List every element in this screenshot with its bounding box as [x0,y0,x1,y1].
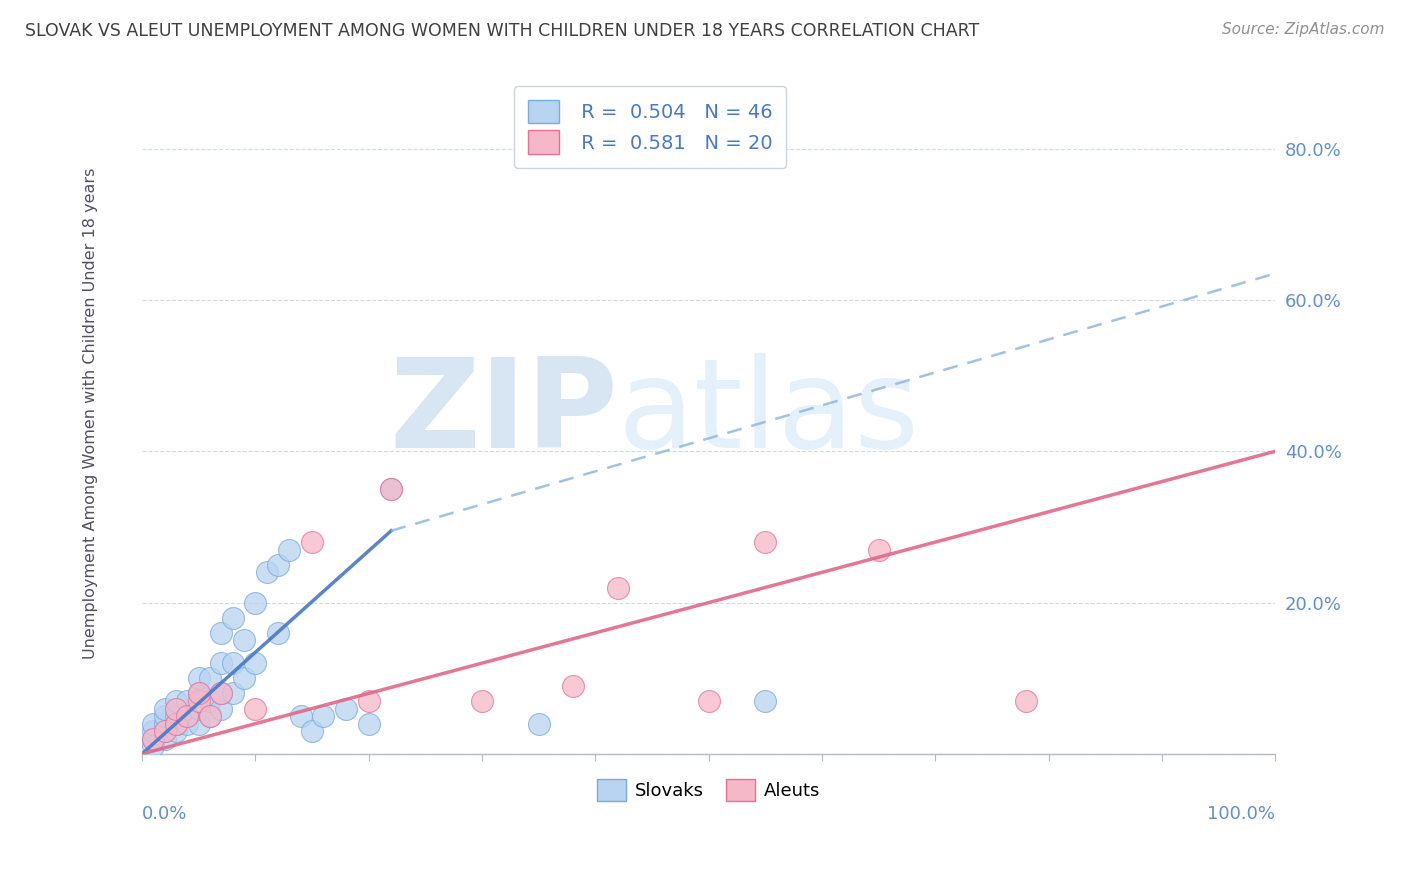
Point [243,596,266,610]
Point [209,686,232,700]
Point [697,694,720,708]
Point [176,709,198,723]
Point [142,731,165,746]
Point [243,656,266,670]
Point [561,679,583,693]
Text: Unemployment Among Women with Children Under 18 years: Unemployment Among Women with Children U… [83,168,98,659]
Point [290,709,312,723]
Point [165,716,187,731]
Point [209,701,232,715]
Point [153,731,176,746]
Point [471,694,494,708]
Point [312,709,335,723]
Point [357,716,380,731]
Point [187,694,209,708]
Point [187,716,209,731]
Point [527,716,550,731]
Point [142,731,165,746]
Point [209,656,232,670]
Point [187,671,209,685]
Point [267,626,290,640]
Point [606,581,628,595]
Point [198,694,221,708]
Point [1015,694,1038,708]
Point [165,716,187,731]
Text: 100.0%: 100.0% [1208,805,1275,823]
Text: SLOVAK VS ALEUT UNEMPLOYMENT AMONG WOMEN WITH CHILDREN UNDER 18 YEARS CORRELATIO: SLOVAK VS ALEUT UNEMPLOYMENT AMONG WOMEN… [25,22,980,40]
Text: ZIP: ZIP [389,353,617,474]
Point [754,535,776,549]
Point [209,686,232,700]
Point [198,709,221,723]
Point [267,558,290,572]
Point [187,686,209,700]
Point [176,709,198,723]
Point [153,709,176,723]
Point [357,694,380,708]
Text: atlas: atlas [617,353,920,474]
Legend: Slovaks, Aleuts: Slovaks, Aleuts [588,770,830,810]
Point [256,566,278,580]
Point [187,701,209,715]
Point [380,482,402,496]
Point [165,709,187,723]
Point [153,701,176,715]
Point [142,739,165,754]
Point [301,535,323,549]
Point [380,482,402,496]
Point [243,701,266,715]
Point [176,716,198,731]
Point [165,701,187,715]
Point [165,724,187,739]
Point [232,671,254,685]
Point [153,716,176,731]
Point [301,724,323,739]
Point [165,694,187,708]
Point [868,542,890,557]
Point [278,542,301,557]
Point [176,694,198,708]
Point [198,671,221,685]
Point [153,724,176,739]
Point [221,656,243,670]
Point [754,694,776,708]
Point [221,611,243,625]
Point [335,701,357,715]
Point [232,633,254,648]
Text: Source: ZipAtlas.com: Source: ZipAtlas.com [1222,22,1385,37]
Text: 0.0%: 0.0% [142,805,187,823]
Point [142,716,165,731]
Point [209,626,232,640]
Point [187,686,209,700]
Point [198,709,221,723]
Point [153,724,176,739]
Point [221,686,243,700]
Point [142,724,165,739]
